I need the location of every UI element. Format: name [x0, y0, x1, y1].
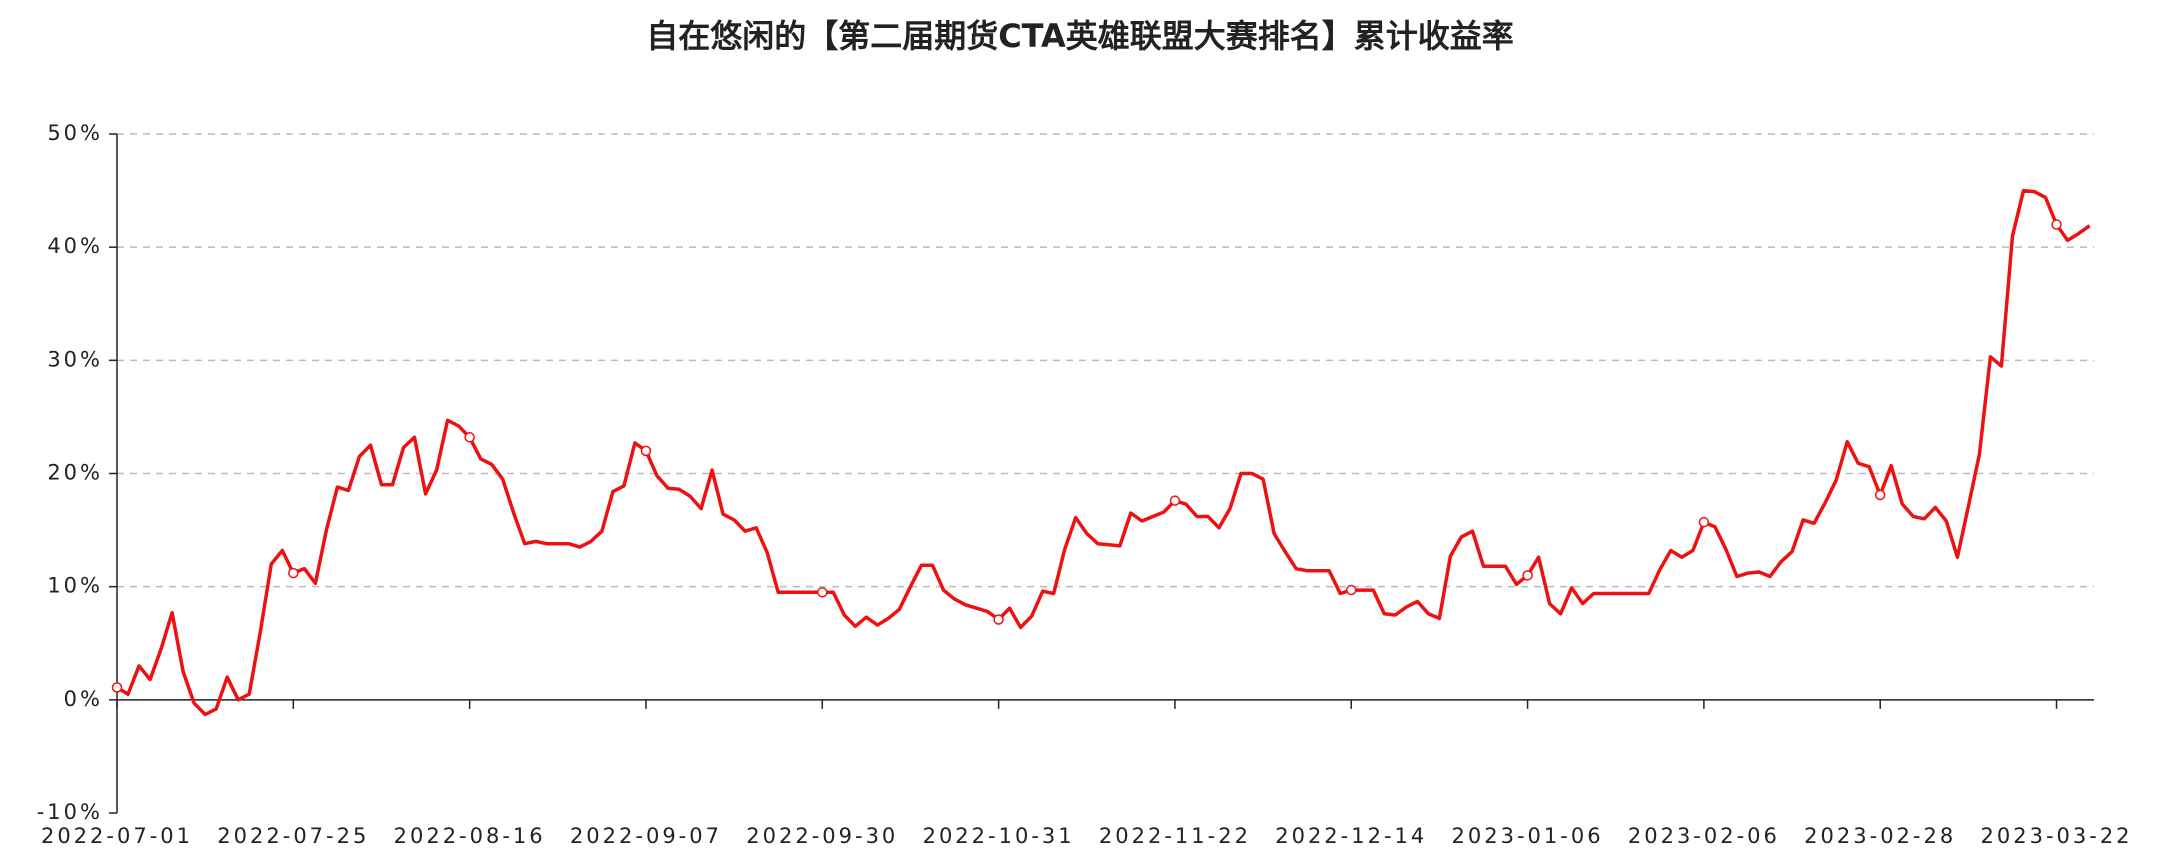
y-tick-label: 20%: [47, 461, 103, 485]
x-tick-label: 2022-11-22: [1099, 824, 1251, 848]
x-tick-label: 2022-07-01: [41, 824, 193, 848]
point-marker: [640, 445, 652, 457]
x-tick-label: 2022-09-07: [570, 824, 722, 848]
y-tick-label: 40%: [47, 234, 103, 258]
x-tick-label: 2022-07-25: [217, 824, 369, 848]
point-marker: [1169, 495, 1181, 506]
point-marker: [2051, 219, 2062, 230]
x-tick-label: 2023-02-28: [1804, 824, 1956, 848]
y-tick-label: -10%: [37, 800, 103, 824]
x-tick-label: 2022-12-14: [1275, 824, 1427, 848]
x-tick-label: 2022-09-30: [746, 824, 898, 848]
chart-title: 自在悠闲的【第二届期货CTA英雄联盟大赛排名】累计收益率: [646, 17, 1514, 55]
x-tick-label: 2023-02-06: [1628, 824, 1780, 848]
point-marker: [464, 432, 475, 443]
point-marker: [1874, 489, 1886, 501]
x-tick-label: 2023-03-22: [1981, 824, 2133, 848]
point-marker: [1698, 516, 1710, 528]
y-tick-label: 30%: [47, 347, 103, 371]
y-tick-label: 0%: [64, 687, 103, 711]
point-marker: [111, 682, 123, 693]
point-marker: [288, 567, 299, 579]
point-marker: [1345, 584, 1357, 596]
y-tick-label: 50%: [47, 121, 103, 145]
line: [116, 188, 2091, 717]
y-tick-label: 10%: [47, 574, 103, 598]
point-marker: [993, 614, 1004, 625]
point-marker: [1522, 570, 1533, 581]
x-tick-label: 2023-01-06: [1452, 824, 1604, 848]
x-tick-label: 2022-10-31: [923, 824, 1075, 848]
point-marker: [817, 587, 828, 598]
x-tick-label: 2022-08-16: [394, 824, 546, 848]
